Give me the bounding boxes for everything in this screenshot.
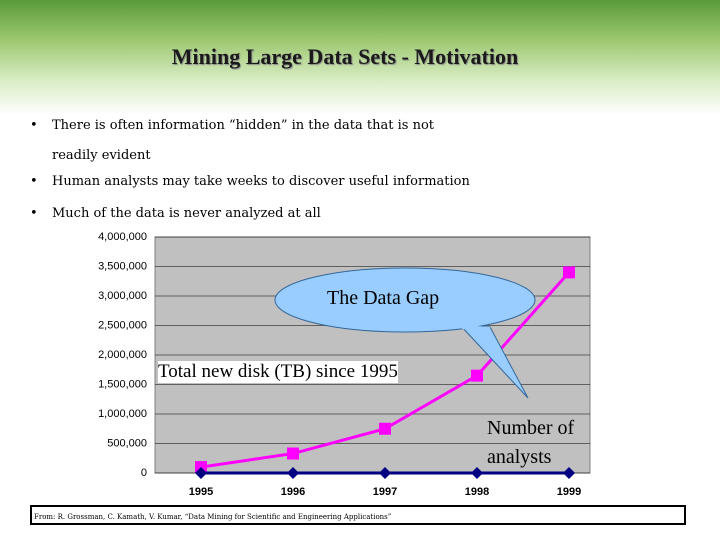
y-tick-label: 0 [141,467,147,479]
point [563,467,575,479]
point [563,266,575,279]
point [195,467,207,479]
bullet-text: Human analysts may take weeks to discove… [52,174,470,189]
y-tick-label: 2,500,000 [98,319,147,331]
y-tick-label: 3,000,000 [98,290,147,302]
point [379,467,391,479]
y-tick-label: 3,500,000 [98,260,147,272]
bullet-text: There is often information “hidden” in t… [52,118,434,163]
y-tick-label: 1,500,000 [98,378,147,390]
bullet: • Much of the data is never analyzed at a… [30,199,470,229]
point [287,467,299,479]
source: From: R. Grossman, C. Kamath, V. Kumar, … [30,505,686,525]
series-label: Number of analysts [487,417,575,468]
y-tick-label: 500,000 [107,437,147,449]
annotation: The Data Gap [327,287,440,309]
x-tick-label: 1997 [373,486,397,498]
marks: 0 500,000 1,000,000 1,500,000 2,000,000 2,500… [98,231,590,498]
x-tick-label: 1999 [557,486,581,498]
callout-join [461,325,491,331]
y-tick-label: 2,000,000 [98,349,147,361]
x-tick-label: 1996 [281,486,305,498]
slide-title: Mining Large Data Sets - Motivation [171,44,519,69]
bullet: • There is often information “hidden” in … [30,111,470,171]
x-tick-label: 1998 [465,486,489,498]
point [379,422,391,435]
y-tick-label: 1,000,000 [98,408,147,420]
point [471,369,483,382]
bullet-text: Much of the data is never analyzed at al… [52,206,321,221]
point [471,467,483,479]
series-label: Total new disk (TB) since 1995 [158,361,398,383]
point [287,447,299,460]
y-tick-label: 4,000,000 [98,231,147,243]
callout [274,267,536,333]
x-tick-label: 1995 [189,486,213,498]
bullet: • Human analysts may take weeks to discov… [30,167,470,197]
